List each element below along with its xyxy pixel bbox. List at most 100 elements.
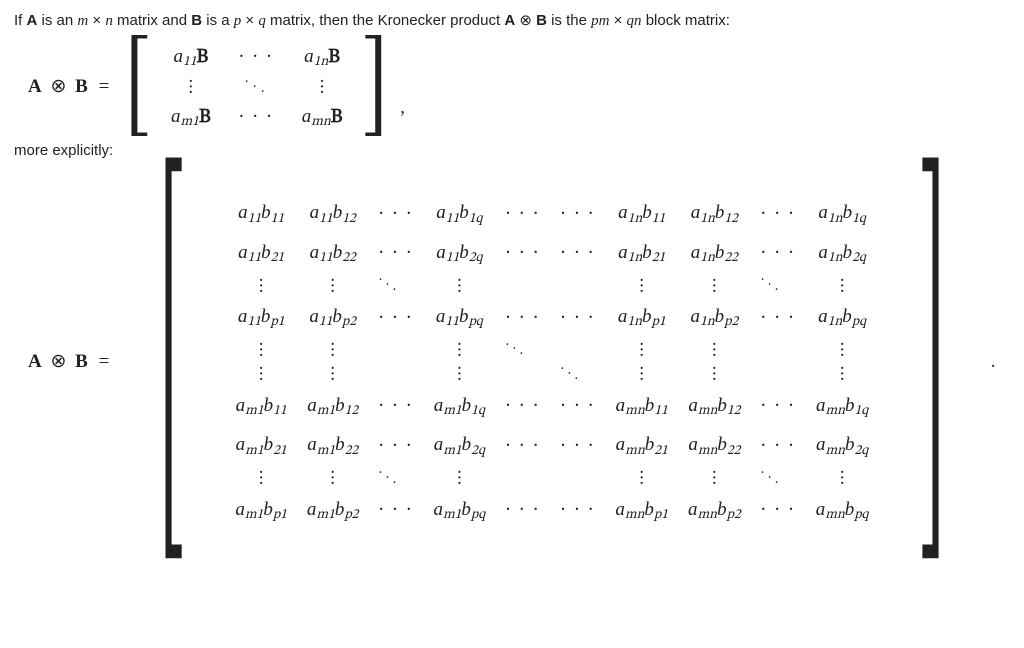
t: × — [241, 12, 258, 29]
cell: ··· — [368, 466, 423, 491]
a: a — [173, 46, 183, 67]
cell: am1b11 — [225, 387, 297, 427]
t: is a — [202, 12, 234, 29]
cell: ⋮ — [225, 273, 297, 298]
var-qn: qn — [627, 13, 642, 29]
cell: amnb12 — [678, 387, 751, 427]
cell — [368, 362, 423, 387]
cell: · · · — [495, 426, 550, 466]
B: B — [328, 48, 340, 67]
cell: ··· — [550, 362, 605, 387]
cell: a1nB — [288, 39, 357, 77]
sub: 1n — [314, 56, 329, 69]
cell: am1bp2 — [297, 491, 369, 531]
t: block matrix: — [642, 12, 730, 29]
cell: ⋮ — [423, 466, 495, 491]
cell: am1bpq — [423, 491, 495, 531]
cell: a1nb12 — [678, 194, 751, 234]
cell: am1B — [157, 99, 225, 137]
otimes-icon: ⊗ — [46, 351, 70, 372]
sub: 11 — [183, 56, 197, 69]
vdots: ⋮ — [288, 76, 357, 99]
matrix-B: B — [536, 12, 547, 29]
var-n: n — [105, 13, 113, 29]
cell: · · · — [495, 234, 550, 274]
cell: ⋮ — [297, 338, 369, 363]
cell: a1nbpq — [806, 298, 879, 338]
cell: · · · — [751, 234, 806, 274]
A: A — [28, 76, 42, 97]
cell: am1b1q — [423, 387, 495, 427]
cell: ⋮ — [806, 362, 879, 387]
matrix-B: B — [191, 12, 202, 29]
t: matrix, then the Kronecker product — [266, 12, 504, 29]
t: is an — [37, 12, 77, 29]
cell: · · · — [751, 387, 806, 427]
cell: · · · — [495, 298, 550, 338]
cell: a11bp1 — [225, 298, 297, 338]
cell — [751, 362, 806, 387]
trailing-period: . — [985, 348, 996, 377]
a: a — [171, 106, 181, 127]
cell: a1nb21 — [605, 234, 678, 274]
cell: ⋮ — [605, 362, 678, 387]
cell: a1nbp2 — [678, 298, 751, 338]
cell: · · · — [550, 387, 605, 427]
cell — [751, 338, 806, 363]
lhs: A ⊗ B = — [14, 73, 119, 102]
cell: ··· — [368, 273, 423, 298]
cell: a11bp2 — [297, 298, 369, 338]
cell: ⋮ — [225, 338, 297, 363]
cell: a11b11 — [225, 194, 297, 234]
cell: am1bp1 — [225, 491, 297, 531]
t: matrix and — [113, 12, 191, 29]
ddots: ··· — [225, 76, 288, 99]
cell: a1nb22 — [678, 234, 751, 274]
cell: ··· — [495, 338, 550, 363]
cell: · · · — [751, 298, 806, 338]
cell: ⋮ — [297, 273, 369, 298]
cell: ⋮ — [806, 273, 879, 298]
matrix-A: A — [27, 12, 38, 29]
cell: ⋮ — [225, 466, 297, 491]
cell: am1b2q — [423, 426, 495, 466]
cell: ⋮ — [605, 338, 678, 363]
cell: amnbpq — [806, 491, 879, 531]
cdots: · · · — [225, 39, 288, 77]
cell — [550, 466, 605, 491]
cell — [550, 338, 605, 363]
cell: · · · — [751, 194, 806, 234]
cell: · · · — [550, 194, 605, 234]
cell: a1nb2q — [806, 234, 879, 274]
cell: · · · — [368, 491, 423, 531]
B: B — [197, 48, 209, 67]
var-pm: pm — [591, 13, 609, 29]
matrix-A: A — [504, 12, 515, 29]
cell: · · · — [495, 387, 550, 427]
cell: am1b21 — [225, 426, 297, 466]
cell: · · · — [495, 491, 550, 531]
cell: amnb11 — [605, 387, 678, 427]
right-bracket-icon: ] — [362, 39, 388, 136]
left-bracket-icon: [ — [125, 39, 151, 136]
cell: am1b22 — [297, 426, 369, 466]
cell: · · · — [550, 234, 605, 274]
cell: · · · — [368, 426, 423, 466]
var-q: q — [258, 13, 266, 29]
cell — [495, 466, 550, 491]
cell: a1nb11 — [605, 194, 678, 234]
equals: = — [93, 76, 116, 97]
cell: ⋮ — [678, 466, 751, 491]
cell: a11b21 — [225, 234, 297, 274]
cell: ⋮ — [423, 338, 495, 363]
cell: amnb2q — [806, 426, 879, 466]
cell: · · · — [368, 298, 423, 338]
block-matrix-equation: A ⊗ B = [ a11B · · · a1nB ⋮ ··· ⋮ am1B ·… — [14, 39, 1010, 137]
cell: a11b2q — [423, 234, 495, 274]
cell: a11b1q — [423, 194, 495, 234]
cell: ··· — [751, 466, 806, 491]
cell: ⋮ — [423, 362, 495, 387]
cell: amnb22 — [678, 426, 751, 466]
cell: · · · — [751, 426, 806, 466]
cell: ⋮ — [806, 466, 879, 491]
